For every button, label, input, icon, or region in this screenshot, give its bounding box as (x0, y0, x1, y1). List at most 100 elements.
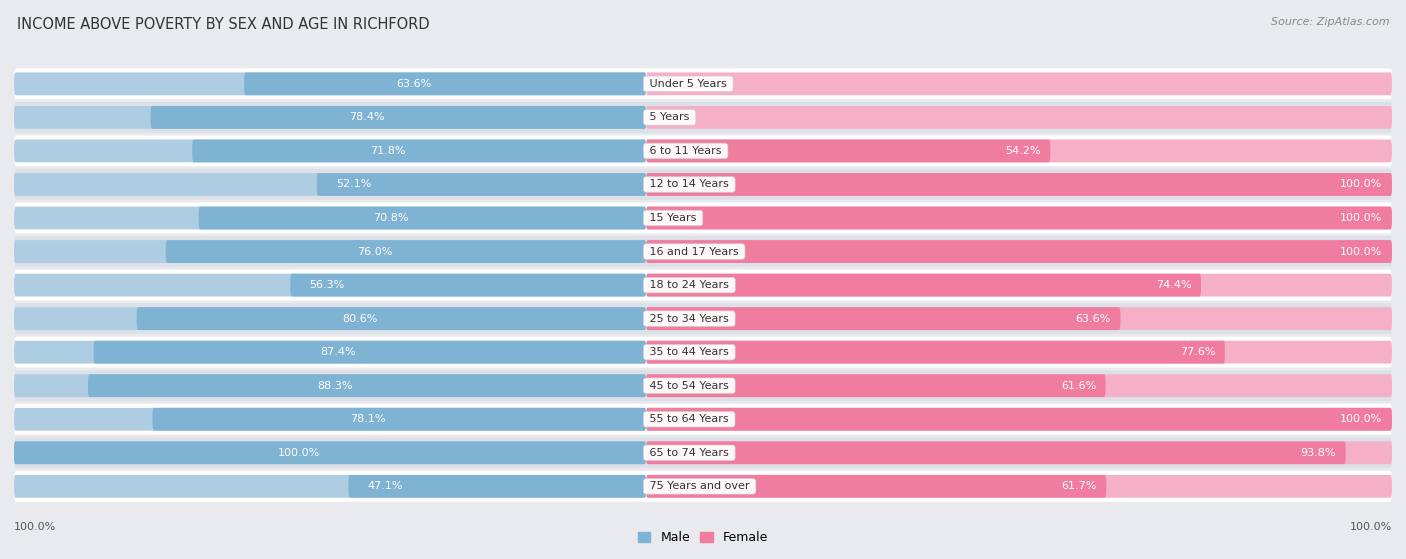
FancyBboxPatch shape (647, 408, 1392, 430)
FancyBboxPatch shape (647, 442, 1392, 464)
FancyBboxPatch shape (14, 471, 1392, 502)
FancyBboxPatch shape (14, 202, 1392, 234)
FancyBboxPatch shape (647, 73, 1392, 95)
FancyBboxPatch shape (647, 475, 1107, 498)
Text: 61.6%: 61.6% (1060, 381, 1097, 391)
FancyBboxPatch shape (14, 68, 1392, 100)
Text: 61.7%: 61.7% (1062, 481, 1097, 491)
Text: Source: ZipAtlas.com: Source: ZipAtlas.com (1271, 17, 1389, 27)
FancyBboxPatch shape (14, 236, 1392, 267)
Text: 5 Years: 5 Years (647, 112, 693, 122)
Text: 63.6%: 63.6% (1076, 314, 1111, 324)
Text: 100.0%: 100.0% (1340, 247, 1382, 257)
FancyBboxPatch shape (647, 375, 1105, 397)
FancyBboxPatch shape (349, 475, 647, 498)
Text: 16 and 17 Years: 16 and 17 Years (647, 247, 742, 257)
Text: 52.1%: 52.1% (336, 179, 371, 190)
Text: 78.1%: 78.1% (350, 414, 385, 424)
FancyBboxPatch shape (647, 140, 1392, 162)
FancyBboxPatch shape (647, 442, 1346, 464)
FancyBboxPatch shape (647, 341, 1225, 363)
FancyBboxPatch shape (14, 102, 1392, 133)
FancyBboxPatch shape (14, 437, 1392, 468)
Text: 74.4%: 74.4% (1156, 280, 1191, 290)
Text: 25 to 34 Years: 25 to 34 Years (647, 314, 733, 324)
Text: 77.6%: 77.6% (1180, 347, 1215, 357)
FancyBboxPatch shape (14, 442, 647, 464)
FancyBboxPatch shape (647, 375, 1392, 397)
Text: 88.3%: 88.3% (318, 381, 353, 391)
Text: 78.4%: 78.4% (349, 112, 385, 122)
Text: 56.3%: 56.3% (309, 280, 344, 290)
FancyBboxPatch shape (14, 140, 647, 162)
Text: 6 to 11 Years: 6 to 11 Years (647, 146, 725, 156)
Text: 100.0%: 100.0% (277, 448, 319, 458)
FancyBboxPatch shape (14, 307, 647, 330)
FancyBboxPatch shape (14, 341, 647, 363)
FancyBboxPatch shape (14, 135, 1392, 167)
FancyBboxPatch shape (14, 408, 647, 430)
FancyBboxPatch shape (14, 404, 1392, 435)
FancyBboxPatch shape (647, 140, 1050, 162)
FancyBboxPatch shape (14, 73, 647, 95)
Text: 18 to 24 Years: 18 to 24 Years (647, 280, 733, 290)
Text: 100.0%: 100.0% (14, 522, 56, 532)
FancyBboxPatch shape (647, 173, 1392, 196)
FancyBboxPatch shape (647, 106, 1392, 129)
FancyBboxPatch shape (193, 140, 647, 162)
FancyBboxPatch shape (152, 408, 647, 430)
FancyBboxPatch shape (316, 173, 647, 196)
FancyBboxPatch shape (647, 341, 1392, 363)
Text: 54.2%: 54.2% (1005, 146, 1040, 156)
FancyBboxPatch shape (647, 207, 1392, 229)
Text: 100.0%: 100.0% (1340, 213, 1382, 223)
Text: 80.6%: 80.6% (342, 314, 377, 324)
FancyBboxPatch shape (14, 106, 647, 129)
FancyBboxPatch shape (14, 269, 1392, 301)
Text: 0.0%: 0.0% (655, 79, 683, 89)
FancyBboxPatch shape (647, 274, 1392, 296)
FancyBboxPatch shape (647, 307, 1121, 330)
FancyBboxPatch shape (14, 240, 647, 263)
Text: 100.0%: 100.0% (1340, 179, 1382, 190)
FancyBboxPatch shape (647, 173, 1392, 196)
FancyBboxPatch shape (647, 408, 1392, 430)
Text: 35 to 44 Years: 35 to 44 Years (647, 347, 733, 357)
FancyBboxPatch shape (14, 303, 1392, 334)
FancyBboxPatch shape (290, 274, 647, 296)
FancyBboxPatch shape (150, 106, 647, 129)
FancyBboxPatch shape (647, 307, 1392, 330)
FancyBboxPatch shape (647, 475, 1392, 498)
FancyBboxPatch shape (14, 274, 647, 296)
FancyBboxPatch shape (94, 341, 647, 363)
Text: 63.6%: 63.6% (396, 79, 432, 89)
FancyBboxPatch shape (14, 442, 647, 464)
Text: 55 to 64 Years: 55 to 64 Years (647, 414, 733, 424)
FancyBboxPatch shape (89, 375, 647, 397)
Text: 76.0%: 76.0% (357, 247, 392, 257)
FancyBboxPatch shape (198, 207, 647, 229)
Text: 100.0%: 100.0% (1340, 414, 1382, 424)
FancyBboxPatch shape (647, 240, 1392, 263)
Text: 15 Years: 15 Years (647, 213, 700, 223)
Text: 45 to 54 Years: 45 to 54 Years (647, 381, 733, 391)
FancyBboxPatch shape (14, 169, 1392, 200)
FancyBboxPatch shape (14, 337, 1392, 368)
FancyBboxPatch shape (14, 370, 1392, 401)
FancyBboxPatch shape (14, 173, 647, 196)
FancyBboxPatch shape (166, 240, 647, 263)
Text: 12 to 14 Years: 12 to 14 Years (647, 179, 733, 190)
Text: 65 to 74 Years: 65 to 74 Years (647, 448, 733, 458)
Text: INCOME ABOVE POVERTY BY SEX AND AGE IN RICHFORD: INCOME ABOVE POVERTY BY SEX AND AGE IN R… (17, 17, 429, 32)
Text: 71.8%: 71.8% (370, 146, 405, 156)
Text: 87.4%: 87.4% (321, 347, 356, 357)
Text: 70.8%: 70.8% (373, 213, 409, 223)
FancyBboxPatch shape (647, 240, 1392, 263)
Text: 93.8%: 93.8% (1301, 448, 1336, 458)
Legend: Male, Female: Male, Female (633, 526, 773, 549)
FancyBboxPatch shape (14, 475, 647, 498)
FancyBboxPatch shape (14, 375, 647, 397)
FancyBboxPatch shape (647, 274, 1201, 296)
Text: 47.1%: 47.1% (367, 481, 404, 491)
FancyBboxPatch shape (136, 307, 647, 330)
